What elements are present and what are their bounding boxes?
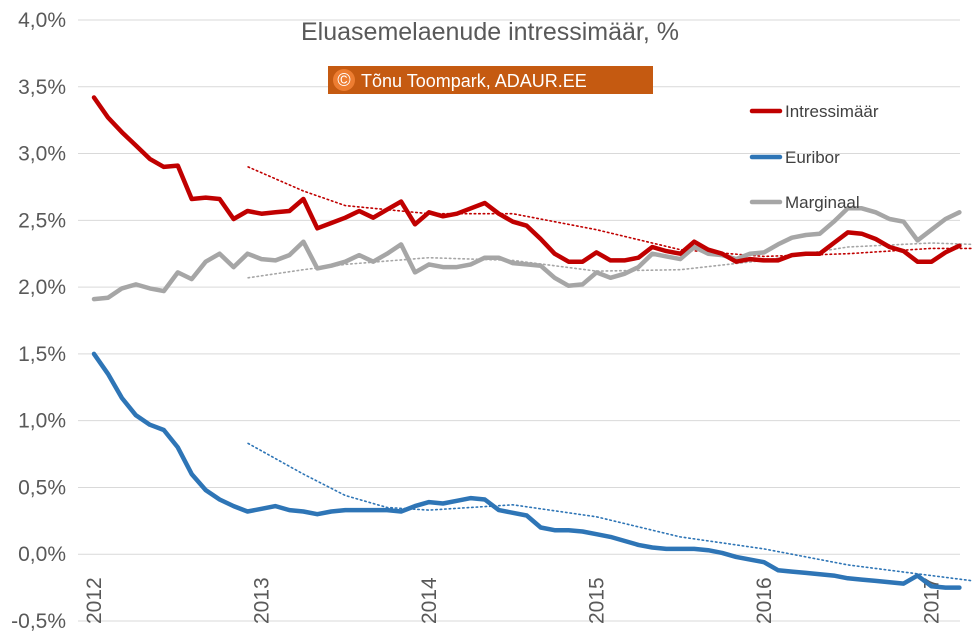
legend-label: Intressimäär	[785, 102, 879, 121]
y-tick-label: 1,5%	[18, 343, 66, 366]
watermark: © Tõnu Toompark, ADAUR.EE	[328, 66, 653, 94]
x-tick-label: 2016	[753, 577, 776, 624]
series-line-intressimäär	[91, 95, 962, 264]
y-tick-label: 1,0%	[18, 410, 66, 433]
y-tick-label: 3,5%	[18, 76, 66, 99]
y-tick-label: 0,5%	[18, 476, 66, 499]
legend-label: Marginaal	[785, 193, 860, 212]
legend: Intressimäär Euribor Marginaal	[749, 102, 879, 212]
chart-title: Eluasemelaenude intressimäär, %	[301, 18, 679, 46]
legend-label: Euribor	[785, 148, 840, 167]
copyright-icon	[333, 69, 355, 91]
watermark-text: Tõnu Toompark, ADAUR.EE	[361, 71, 587, 91]
y-tick-label: 3,0%	[18, 143, 66, 166]
series-lines	[91, 95, 962, 590]
x-tick-label: 2012	[83, 577, 106, 624]
y-tick-label: -0,5%	[11, 610, 66, 633]
y-axis-ticks: 4,0% 3,5% 3,0% 2,5% 2,0% 1,5% 1,0% 0,5% 0,0% -0,5…	[11, 9, 66, 633]
y-tick-label: 4,0%	[18, 9, 66, 32]
trendline-euribor	[247, 442, 975, 582]
series-line-euribor	[91, 351, 962, 590]
trendline-intressimäär	[247, 166, 975, 258]
x-tick-label: 2013	[251, 577, 274, 624]
x-axis-ticks: 2012 2013 2014 2015 2016 2017	[83, 577, 944, 624]
y-tick-label: 2,0%	[18, 276, 66, 299]
y-tick-label: 2,5%	[18, 209, 66, 232]
copyright-symbol: ©	[337, 70, 350, 90]
watermark-background	[328, 66, 653, 94]
x-tick-label: 2014	[418, 577, 441, 624]
x-tick-label: 2015	[586, 577, 609, 624]
series-line-marginaal	[91, 206, 962, 302]
gridlines	[78, 19, 960, 622]
y-tick-label: 0,0%	[18, 543, 66, 566]
